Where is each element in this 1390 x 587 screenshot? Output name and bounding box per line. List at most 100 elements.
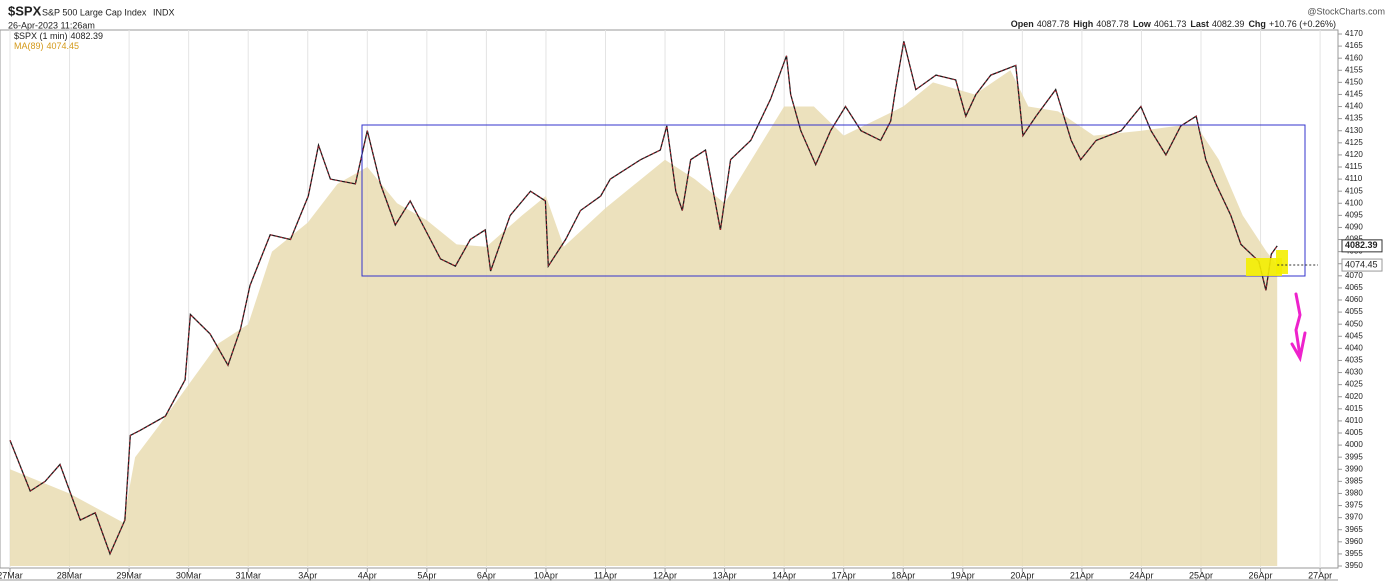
marks — [9, 41, 1278, 567]
quote-value: 4061.73 — [1154, 19, 1187, 29]
quote-label: Chg — [1248, 19, 1266, 29]
y-tick-label: 3960 — [1345, 537, 1363, 546]
plot-border — [0, 29, 1339, 569]
x-tick-label: 13Apr — [713, 570, 737, 580]
quote-label: Low — [1133, 19, 1152, 29]
y-tick-label: 3970 — [1345, 513, 1363, 522]
quote-value: 4087.78 — [1096, 19, 1129, 29]
symbol: $SPX — [8, 3, 42, 18]
x-tick-label: 11Apr — [594, 570, 617, 580]
y-tick-label: 4000 — [1345, 440, 1363, 449]
y-tick-label: 4130 — [1345, 126, 1363, 135]
y-tick-label: 4115 — [1345, 162, 1363, 171]
exchange: INDX — [153, 7, 175, 17]
y-tick-label: 4100 — [1345, 198, 1363, 207]
x-tick-label: 20Apr — [1010, 570, 1034, 580]
y-tick-label: 4025 — [1345, 380, 1363, 389]
quote-value: 4082.39 — [1212, 19, 1245, 29]
legend-entry: MA(89) 4074.45 — [14, 41, 79, 51]
y-tick-label: 4140 — [1345, 102, 1363, 111]
x-tick-label: 17Apr — [832, 570, 856, 580]
y-tick-label: 4065 — [1345, 283, 1363, 292]
legend-entry: $SPX (1 min) 4082.39 — [14, 31, 103, 41]
x-tick-label: 21Apr — [1070, 570, 1094, 580]
x-tick-label: 28Mar — [57, 570, 83, 580]
x-tick-label: 4Apr — [358, 570, 377, 580]
y-tick-label: 3985 — [1345, 476, 1363, 485]
y-tick-label: 4085 — [1345, 235, 1363, 244]
y-tick-label: 4090 — [1345, 223, 1363, 232]
x-tick-label: 18Apr — [891, 570, 915, 580]
y-tick-label: 3975 — [1345, 501, 1363, 510]
x-tick-label: 30Mar — [176, 570, 202, 580]
quote-value: +10.76 (+0.26%) — [1269, 19, 1336, 29]
y-tick-label: 4125 — [1345, 138, 1363, 147]
quote-label: Open — [1011, 19, 1034, 29]
highlight — [1276, 250, 1288, 274]
source: @StockCharts.com — [1307, 6, 1385, 16]
x-tick-label: 12Apr — [653, 570, 677, 580]
x-tick-label: 25Apr — [1189, 570, 1213, 580]
x-tick-label: 14Apr — [772, 570, 796, 580]
y-tick-label: 4040 — [1345, 343, 1363, 352]
y-tick-label: 4015 — [1345, 404, 1363, 413]
x-tick-label: 29Mar — [116, 570, 142, 580]
y-tick-label: 3950 — [1345, 561, 1363, 570]
last-value-label: 4074.45 — [1345, 259, 1378, 269]
x-tick-label: 6Apr — [477, 570, 496, 580]
x-tick-label: 10Apr — [534, 570, 558, 580]
y-tick-label: 4170 — [1345, 29, 1363, 38]
x-tick-label: 24Apr — [1129, 570, 1153, 580]
y-tick-label: 3955 — [1345, 549, 1363, 558]
chart-title: S&P 500 Large Cap Index — [42, 7, 147, 17]
y-tick-label: 4095 — [1345, 210, 1363, 219]
y-tick-label: 4070 — [1345, 271, 1363, 280]
quote-line: Open 4087.78 High 4087.78 Low 4061.73 Last 4082… — [1011, 19, 1336, 29]
y-tick-label: 4010 — [1345, 416, 1363, 425]
last-value-box — [1341, 258, 1383, 272]
x-tick-label: 27Mar — [0, 570, 23, 580]
last-value-box — [1341, 239, 1383, 253]
timestamp: 26-Apr-2023 11:26am — [8, 20, 95, 30]
legend-name: $SPX (1 min) — [14, 31, 68, 41]
legend-value: 4074.45 — [47, 41, 80, 51]
quote-value: 4087.78 — [1037, 19, 1070, 29]
y-tick-label: 4135 — [1345, 114, 1363, 123]
y-tick-label: 4030 — [1345, 368, 1363, 377]
x-tick-label: 3Apr — [298, 570, 317, 580]
y-tick-label: 4155 — [1345, 65, 1363, 74]
y-tick-label: 4110 — [1345, 174, 1363, 183]
quote-label: Last — [1190, 19, 1209, 29]
x-tick-label: 27Apr — [1308, 570, 1332, 580]
x-tick-label: 5Apr — [417, 570, 436, 580]
quote-label: High — [1073, 19, 1093, 29]
plot-frame — [0, 29, 1339, 581]
y-tick-label: 4145 — [1345, 90, 1363, 99]
annotations — [361, 124, 1307, 363]
y-tick-label: 4035 — [1345, 356, 1363, 365]
y-tick-label: 4105 — [1345, 186, 1363, 195]
y-tick-label: 4045 — [1345, 331, 1363, 340]
y-tick-label: 4160 — [1345, 53, 1363, 62]
x-tick-label: 26Apr — [1249, 570, 1273, 580]
y-tick-label: 3980 — [1345, 489, 1363, 498]
y-tick-label: 4055 — [1345, 307, 1363, 316]
legend-name: MA(89) — [14, 41, 44, 51]
y-tick-label: 3965 — [1345, 525, 1363, 534]
y-tick-label: 4005 — [1345, 428, 1363, 437]
y-tick-label: 3990 — [1345, 464, 1363, 473]
y-tick-label: 4050 — [1345, 319, 1363, 328]
y-tick-label: 4165 — [1345, 41, 1363, 50]
last-value-label: 4082.39 — [1345, 240, 1378, 250]
range-box — [361, 124, 1306, 277]
x-tick-label: 31Mar — [235, 570, 261, 580]
highlight — [1246, 258, 1282, 276]
price-line — [9, 41, 1278, 556]
y-tick-label: 4150 — [1345, 77, 1363, 86]
header: $SPX S&P 500 Large Cap Index INDX 26-Apr… — [8, 3, 1385, 30]
legend-value: 4082.39 — [71, 31, 104, 41]
arrow — [1290, 292, 1307, 363]
